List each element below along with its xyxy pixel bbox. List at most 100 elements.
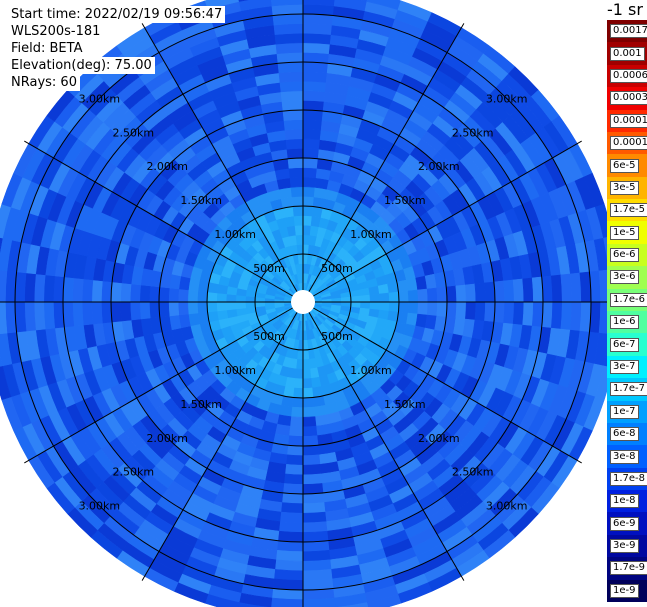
data-cell	[436, 286, 448, 303]
data-cell	[81, 301, 94, 326]
start-time-label: Start time: 2022/02/19 09:56:47	[8, 6, 226, 23]
data-cell	[24, 272, 36, 303]
data-cell	[302, 157, 319, 169]
data-cell	[275, 549, 304, 562]
range-ring-label: 1.00km	[214, 364, 256, 377]
data-cell	[512, 278, 525, 303]
data-cell	[302, 42, 331, 55]
data-cell	[302, 368, 312, 380]
data-cell	[168, 287, 180, 303]
data-cell	[302, 359, 311, 370]
data-cell	[302, 387, 314, 399]
data-cell	[286, 444, 304, 456]
data-cell	[279, 511, 304, 524]
range-ring-label: 3.00km	[486, 92, 528, 105]
data-cell	[302, 406, 316, 418]
data-cell	[129, 283, 141, 303]
colorbar-tick-label: 3e-6	[610, 270, 639, 285]
data-cell	[302, 224, 312, 236]
data-cell	[302, 90, 326, 102]
colorbar-tick-label: 1.7e-9	[610, 561, 647, 576]
data-cell	[302, 61, 329, 74]
data-cell	[281, 492, 304, 504]
azimuth-spoke	[141, 23, 298, 292]
colorbar: 0.0017 0.001 0.0006 0.0003 0.00017 0.0001 6e-5…	[607, 20, 647, 603]
range-ring-label: 2.50km	[113, 466, 155, 479]
range-ring-label: 3.00km	[79, 500, 121, 513]
colorbar-unit: -1 sr	[607, 0, 643, 19]
range-ring-label: 1.50km	[384, 194, 426, 207]
range-ring-label: 500m	[253, 262, 285, 275]
data-cell	[284, 215, 296, 228]
range-ring-label: 1.00km	[350, 228, 392, 241]
data-cell	[168, 301, 180, 317]
data-cell	[493, 301, 505, 324]
data-cell	[388, 301, 400, 313]
data-cell	[285, 138, 304, 150]
data-cell	[398, 301, 409, 314]
data-cell	[302, 521, 328, 533]
data-cell	[216, 292, 227, 303]
data-cell	[14, 271, 27, 303]
data-cell	[302, 119, 323, 131]
data-cell	[197, 301, 208, 314]
data-cell	[187, 289, 199, 303]
data-cell	[377, 283, 390, 295]
data-cell	[388, 291, 400, 303]
data-cell	[302, 128, 322, 140]
data-cell	[288, 425, 304, 437]
data-cell	[225, 293, 237, 303]
azimuth-spoke	[308, 23, 465, 292]
data-cell	[398, 290, 409, 303]
data-cell	[289, 176, 304, 188]
data-cell	[302, 205, 314, 217]
data-cell	[292, 205, 304, 217]
data-cell	[302, 454, 321, 466]
data-cell	[281, 100, 304, 112]
data-cell	[531, 276, 544, 303]
data-cell	[302, 492, 325, 504]
data-cell	[579, 271, 592, 303]
data-cell	[302, 80, 327, 93]
data-cell	[302, 473, 323, 485]
data-cell	[278, 521, 304, 533]
data-cell	[254, 301, 266, 308]
colorbar-tick-label: 1.7e-6	[610, 292, 647, 307]
range-ring-label: 2.00km	[418, 432, 460, 445]
data-cell	[350, 295, 361, 303]
data-cell	[474, 301, 486, 322]
data-cell	[302, 549, 331, 562]
data-cell	[531, 301, 544, 328]
data-cell	[302, 444, 320, 456]
data-cell	[302, 511, 327, 524]
data-cell	[379, 292, 390, 303]
data-cell	[272, 578, 304, 591]
range-ring-label: 2.00km	[418, 160, 460, 173]
data-cell	[24, 301, 36, 332]
data-cell	[14, 301, 27, 333]
data-cell	[302, 196, 315, 207]
data-cell	[570, 272, 582, 303]
data-cell	[302, 339, 309, 351]
azimuth-spoke	[313, 307, 582, 464]
data-cell	[0, 351, 3, 367]
data-cell	[302, 416, 317, 428]
data-cell	[570, 301, 582, 332]
data-cell	[426, 287, 438, 303]
range-ring-label: 1.00km	[350, 364, 392, 377]
data-cell	[279, 80, 304, 93]
data-cell	[369, 293, 381, 303]
scan-info-panel: Start time: 2022/02/19 09:56:47 WLS200s-…	[8, 6, 226, 91]
data-cell	[310, 376, 322, 389]
data-cell	[302, 349, 310, 360]
data-cell	[455, 301, 467, 320]
field-label: Field: BETA	[8, 40, 86, 57]
data-cell	[177, 288, 189, 303]
data-cell	[274, 559, 304, 572]
data-cell	[302, 100, 325, 112]
colorbar-tick-label: 0.0003	[610, 91, 647, 106]
data-cell	[287, 157, 304, 169]
data-cell	[284, 128, 304, 140]
data-cell	[72, 301, 84, 327]
data-cell	[302, 138, 321, 150]
